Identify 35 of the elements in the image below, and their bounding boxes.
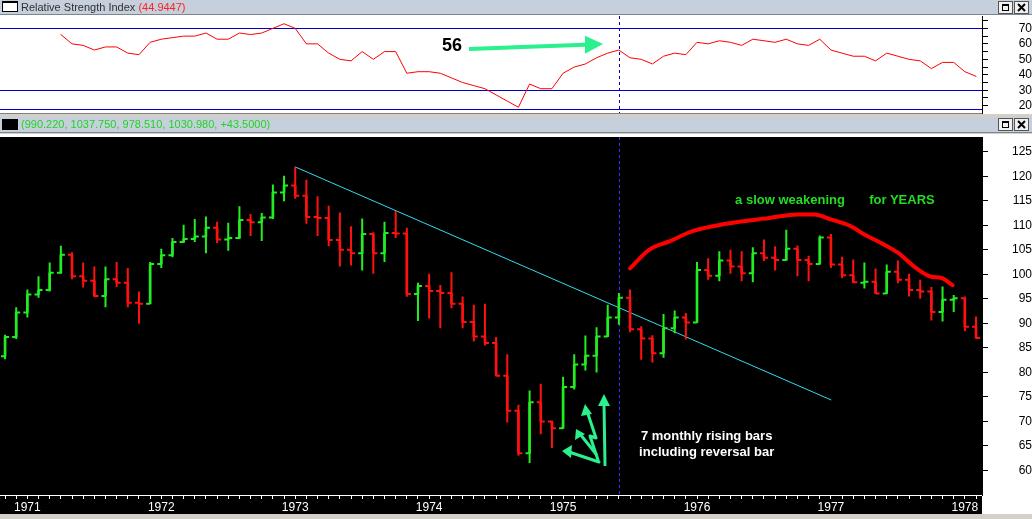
y-tick-label: 110 xyxy=(1012,217,1032,232)
x-tick-label: 1975 xyxy=(549,499,577,514)
x-tick-label: 1974 xyxy=(415,499,443,514)
y-tick-label: 60 xyxy=(1018,462,1032,477)
annotation: 56 xyxy=(442,34,463,55)
x-tick-label: 1971 xyxy=(14,499,42,514)
annotation: 7 monthly rising bars including reversal bar xyxy=(639,428,775,460)
y-tick-label: 95 xyxy=(1018,291,1032,306)
y-tick-label: 85 xyxy=(1018,340,1032,355)
y-tick-label: 50 xyxy=(1018,51,1032,66)
y-tick-label: 70 xyxy=(1018,20,1032,35)
x-tick-label: 1978 xyxy=(951,499,979,514)
y-tick-label: 115 xyxy=(1012,193,1032,208)
y-tick-label: 30 xyxy=(1018,82,1032,97)
y-tick-label: 65 xyxy=(1018,438,1032,453)
y-tick-label: 90 xyxy=(1018,315,1032,330)
y-tick-label: 20 xyxy=(1018,98,1032,113)
chart-subtitle: (990.220, 1037.750, 978.510, 1030.980, +43.5000) xyxy=(21,118,271,130)
x-tick-label: 1977 xyxy=(817,499,845,514)
y-tick-label: 120 xyxy=(1011,168,1032,183)
x-tick-label: 1973 xyxy=(281,499,309,514)
annotation: for YEARS xyxy=(869,191,936,207)
y-tick-label: 70 xyxy=(1018,413,1032,428)
y-tick-label: 60 xyxy=(1018,36,1032,51)
y-tick-label: 105 xyxy=(1011,242,1032,257)
y-tick-label: 80 xyxy=(1018,364,1032,379)
x-tick-label: 1972 xyxy=(147,499,175,514)
x-tick-label: 1976 xyxy=(683,499,711,514)
chart-subtitle: (44.9447) xyxy=(138,1,186,13)
chart-title: Relative Strength Index xyxy=(21,1,136,13)
y-tick-label: 40 xyxy=(1018,67,1032,82)
y-tick-label: 75 xyxy=(1018,389,1032,404)
y-tick-label: 125 xyxy=(1011,144,1032,159)
annotation: a slow weakening xyxy=(735,191,845,207)
y-tick-label: 100 xyxy=(1011,266,1032,281)
